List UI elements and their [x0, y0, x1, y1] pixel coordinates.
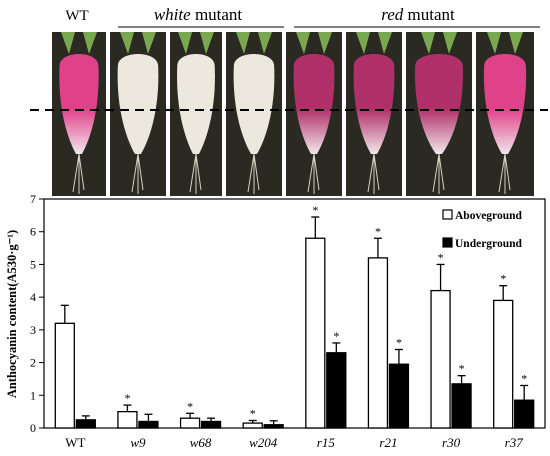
y-tick-label: 3 — [30, 323, 36, 337]
x-axis: WT w9 w68 w204 r15 r21 r30 r37 — [65, 435, 523, 450]
bar-chart: 0 1 2 3 4 5 6 7 * * * * * * * * * * * WT w9 w68 w204 r15 r21 r3… — [5, 192, 546, 450]
rootlets — [498, 153, 511, 194]
bar-aboveground-WT — [54, 322, 75, 429]
x-tick-label-w204: w204 — [249, 435, 278, 450]
leaf-stems — [356, 32, 392, 54]
bar-underground-r37 — [514, 399, 535, 429]
leaf-stems — [61, 32, 97, 54]
significance-marker-aboveground-r30: * — [438, 250, 444, 264]
significance-marker-aboveground-w204: * — [250, 406, 256, 420]
x-tick-label-WT: WT — [65, 435, 85, 450]
legend-label-aboveground: Aboveground — [455, 210, 522, 222]
bar-underground-r15 — [326, 352, 347, 429]
bar-aboveground-w204 — [242, 422, 263, 429]
significance-marker-aboveground-r21: * — [375, 224, 381, 238]
header-white-mutant-label: white mutant — [154, 5, 243, 24]
significance-marker-aboveground-w68: * — [187, 399, 193, 413]
radish-photo-strip — [52, 32, 534, 196]
y-tick-label: 0 — [30, 421, 36, 435]
radish-photo-r21 — [346, 32, 402, 196]
radish-root — [233, 54, 275, 154]
y-tick-label: 5 — [30, 257, 36, 271]
significance-marker-underground-r30: * — [459, 362, 465, 376]
header-wt-label: WT — [65, 8, 88, 24]
leaf-stems — [487, 32, 523, 54]
radish-photo-w9 — [110, 32, 166, 196]
radish-root — [353, 54, 395, 154]
x-tick-label-w9: w9 — [130, 435, 146, 450]
x-tick-label-r21: r21 — [379, 435, 397, 450]
y-axis-label: Anthocyanin content(A530·g⁻¹) — [5, 230, 19, 398]
bar-underground-w9 — [138, 420, 159, 429]
radish-photo-w204 — [226, 32, 282, 196]
bar-underground-w204 — [263, 424, 284, 429]
radish-root — [117, 54, 159, 154]
x-tick-label-r15: r15 — [317, 435, 336, 450]
significance-marker-underground-r15: * — [333, 329, 339, 343]
bar-aboveground-r21 — [367, 257, 389, 429]
leaf-stems — [236, 32, 272, 54]
x-tick-label-r37: r37 — [505, 435, 524, 450]
radish-root — [177, 54, 215, 154]
y-tick-label: 4 — [30, 290, 36, 304]
significance-marker-aboveground-r15: * — [312, 203, 318, 217]
y-tick-label: 6 — [30, 225, 36, 239]
significance-marker-aboveground-w9: * — [124, 391, 130, 405]
leaf-stems — [421, 32, 457, 54]
significance-marker-underground-r21: * — [396, 335, 402, 349]
rootlets — [247, 153, 260, 194]
bar-aboveground-w68 — [179, 417, 201, 429]
y-tick-label: 2 — [30, 356, 36, 370]
significance-marker-aboveground-r37: * — [500, 272, 506, 286]
legend-swatch-aboveground — [442, 209, 453, 220]
bar-aboveground-r37 — [493, 299, 514, 429]
rootlets — [72, 153, 85, 194]
leaf-stems — [178, 32, 214, 54]
x-tick-label-r30: r30 — [442, 435, 461, 450]
radish-root — [293, 54, 335, 154]
legend: Aboveground Underground — [442, 209, 522, 250]
leaf-stems — [120, 32, 156, 54]
significance-marker-underground-r37: * — [521, 371, 527, 385]
x-tick-label-w68: w68 — [190, 435, 212, 450]
bar-aboveground-r15 — [305, 237, 326, 429]
header-red-mutant-label: red mutant — [381, 5, 455, 24]
radish-photo-r37 — [476, 32, 534, 196]
bar-aboveground-w9 — [117, 410, 138, 429]
radish-root — [59, 54, 99, 154]
y-tick-label: 7 — [30, 192, 36, 206]
y-axis: 0 1 2 3 4 5 6 7 — [30, 192, 44, 435]
legend-swatch-underground — [442, 237, 453, 248]
rootlets — [189, 153, 202, 194]
rootlets — [432, 153, 445, 194]
bars: * * * * * * * * * * * — [54, 203, 535, 429]
bar-underground-r21 — [388, 363, 410, 429]
leaf-stems — [296, 32, 332, 54]
radish-root — [483, 54, 527, 154]
rootlets — [307, 153, 320, 194]
radish-root — [415, 54, 463, 154]
radish-photo-r15 — [286, 32, 342, 196]
legend-label-underground: Underground — [455, 238, 522, 250]
radish-photo-w68 — [170, 32, 222, 196]
bar-underground-WT — [75, 419, 96, 429]
bar-aboveground-r30 — [430, 289, 451, 429]
plot-frame — [43, 198, 546, 429]
bar-underground-r30 — [451, 383, 472, 429]
radish-photo-WT — [52, 32, 106, 196]
rootlets — [367, 153, 380, 194]
y-tick-label: 1 — [30, 388, 36, 402]
rootlets — [131, 153, 144, 194]
radish-photo-r30 — [406, 32, 472, 196]
bar-underground-w68 — [200, 420, 222, 429]
